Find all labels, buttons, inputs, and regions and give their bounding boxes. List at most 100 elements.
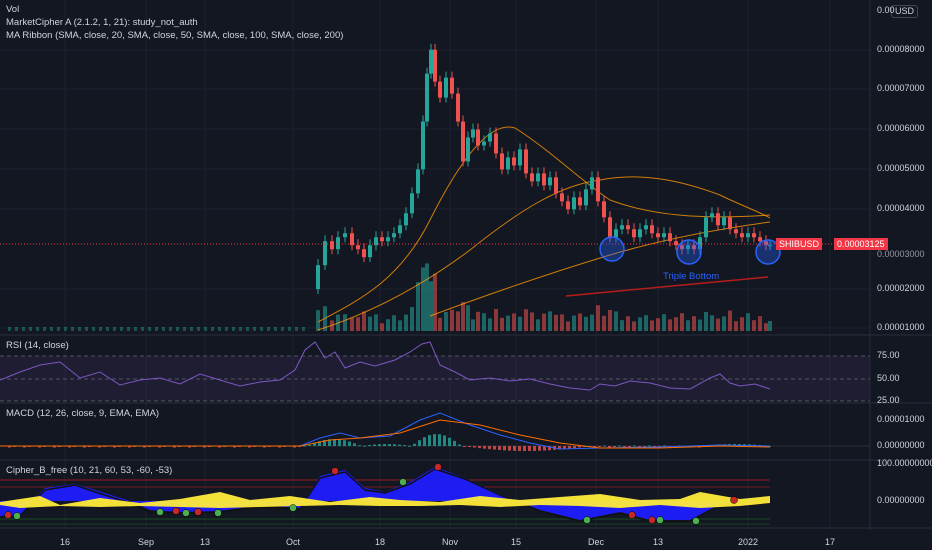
- legend-marketcipher[interactable]: MarketCipher A (2.1.2, 1, 21): study_not…: [6, 17, 198, 28]
- macd-histogram-bar: [173, 446, 176, 448]
- candle: [438, 81, 442, 98]
- currency-label: USD: [894, 6, 914, 16]
- macd-histogram-bar: [498, 446, 501, 450]
- volume-bar: [482, 313, 486, 331]
- cipher-sell-dot: [628, 511, 636, 519]
- volume-bar: [127, 328, 130, 331]
- candle: [710, 213, 714, 218]
- candle: [471, 129, 475, 138]
- volume-bar: [456, 311, 460, 331]
- candle: [746, 233, 750, 238]
- volume-bar: [141, 328, 144, 331]
- macd-histogram-bar: [448, 437, 451, 446]
- candle: [392, 233, 396, 238]
- volume-bar: [632, 321, 636, 331]
- cipher-sell-dot: [4, 511, 12, 519]
- rsi-pane-label[interactable]: RSI (14, close): [6, 340, 69, 351]
- volume-bar: [716, 318, 720, 331]
- volume-bar: [590, 314, 594, 331]
- candle: [518, 149, 522, 166]
- volume-bar: [674, 317, 678, 331]
- cipher-pane-label[interactable]: Cipher_B_free (10, 21, 60, 53, -60, -53): [6, 465, 173, 476]
- macd-histogram-bar: [373, 444, 376, 446]
- legend-ma-ribbon[interactable]: MA Ribbon (SMA, close, 20, SMA, close, 5…: [6, 30, 344, 41]
- candle: [141, 327, 144, 328]
- candle: [506, 157, 510, 170]
- candle: [29, 327, 32, 328]
- volume-bar: [602, 315, 606, 331]
- candle: [590, 177, 594, 190]
- macd-histogram-bar: [423, 437, 426, 446]
- cipher-buy-dot: [182, 509, 190, 517]
- volume-bar: [530, 312, 534, 331]
- volume-bar: [120, 328, 123, 331]
- volume-bar: [638, 317, 642, 331]
- volume-bar: [36, 328, 39, 331]
- candle: [566, 201, 570, 210]
- volume-bar: [662, 314, 666, 331]
- candle: [584, 189, 588, 206]
- macd-histogram-bar: [463, 446, 466, 447]
- time-axis-label: 15: [510, 537, 522, 547]
- candle: [295, 327, 298, 328]
- volume-bar: [183, 328, 186, 331]
- macd-histogram-bar: [508, 446, 511, 451]
- time-axis-label: 17: [824, 537, 836, 547]
- time-axis-label: Oct: [285, 537, 301, 547]
- volume-bar: [274, 328, 277, 331]
- macd-histogram-bar: [528, 446, 531, 451]
- candle: [572, 197, 576, 210]
- macd-pane-label[interactable]: MACD (12, 26, close, 9, EMA, EMA): [6, 408, 160, 419]
- macd-histogram-bar: [53, 446, 56, 448]
- volume-bar: [260, 328, 263, 331]
- price-axis-tick: 0.00002000: [877, 283, 925, 293]
- macd-histogram-bar: [218, 446, 221, 448]
- volume-bar: [500, 317, 504, 331]
- macd-histogram-bar: [348, 441, 351, 446]
- volume-bar: [476, 311, 480, 331]
- triple-bottom-annotation[interactable]: Triple Bottom: [663, 271, 720, 282]
- candle: [148, 327, 151, 328]
- macd-histogram-bar: [643, 446, 646, 447]
- candle: [356, 245, 360, 250]
- candle: [500, 153, 504, 170]
- candle: [211, 327, 214, 328]
- volume-bar: [99, 328, 102, 331]
- price-axis-tick: 0.00005000: [877, 163, 925, 173]
- volume-bar: [239, 328, 242, 331]
- volume-bar: [608, 310, 612, 331]
- time-axis-label: 13: [652, 537, 664, 547]
- volume-bar: [644, 315, 648, 331]
- ma-line-50: [317, 176, 771, 331]
- candle: [176, 327, 179, 328]
- price-axis-tick: 0.00004000: [877, 203, 925, 213]
- volume-bar: [246, 328, 249, 331]
- volume-bar: [295, 328, 298, 331]
- volume-bar: [169, 328, 172, 331]
- candle: [686, 245, 690, 250]
- ma-line-100: [429, 221, 771, 317]
- candle: [386, 237, 390, 242]
- macd-signal-line: [0, 419, 771, 449]
- macd-histogram-bar: [8, 446, 11, 448]
- macd-histogram-bar: [563, 446, 566, 450]
- legend-vol[interactable]: Vol: [6, 4, 20, 15]
- volume-bar: [596, 305, 600, 331]
- macd-histogram-bar: [648, 445, 651, 447]
- candle: [404, 213, 408, 226]
- candle: [218, 327, 221, 328]
- volume-bar: [764, 323, 768, 331]
- volume-bar: [438, 317, 442, 331]
- candle: [626, 225, 630, 230]
- candle: [253, 327, 256, 328]
- macd-histogram-bar: [98, 446, 101, 448]
- candle: [716, 213, 720, 226]
- candle: [698, 237, 702, 250]
- time-axis-label: 16: [59, 537, 71, 547]
- macd-histogram-bar: [503, 446, 506, 451]
- currency-badge[interactable]: USD: [890, 5, 918, 18]
- macd-histogram-bar: [468, 446, 471, 447]
- volume-bar: [461, 302, 465, 331]
